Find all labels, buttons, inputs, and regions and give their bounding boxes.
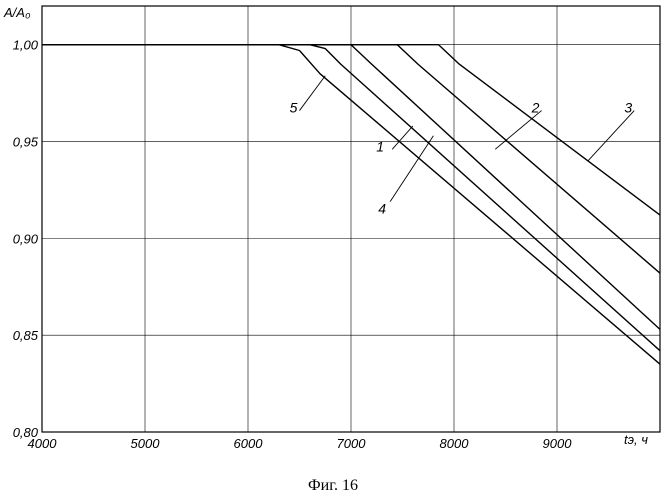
y-axis-label: A/A₀ — [3, 5, 31, 20]
x-axis-label: tэ, ч — [624, 432, 648, 447]
x-tick-label: 7000 — [337, 436, 367, 451]
y-tick-label: 0,85 — [13, 328, 39, 343]
curve-3-leader — [588, 111, 634, 161]
y-tick-label: 0,90 — [13, 231, 39, 246]
x-tick-label: 5000 — [131, 436, 161, 451]
leaders — [300, 76, 635, 202]
curve-5-label: 5 — [290, 100, 298, 116]
curve-5-leader — [300, 76, 326, 111]
curve-2-leader — [495, 111, 541, 150]
curve-labels: 1 2 3 4 5 — [290, 100, 633, 217]
x-tick-label: 9000 — [543, 436, 573, 451]
x-tick-label: 6000 — [234, 436, 264, 451]
y-tick-label: 0,80 — [13, 425, 39, 440]
curve-3-label: 3 — [624, 100, 632, 116]
curve-1-label: 1 — [376, 138, 384, 154]
curve-4-leader — [390, 136, 433, 202]
curve-4-label: 4 — [378, 201, 386, 217]
y-tick-label: 1,00 — [13, 38, 39, 53]
y-tick-label: 0,95 — [13, 135, 39, 150]
x-tick-label: 8000 — [440, 436, 470, 451]
grid — [42, 6, 660, 432]
figure-caption: Фиг. 16 — [308, 477, 358, 494]
curve-2-label: 2 — [531, 100, 540, 116]
